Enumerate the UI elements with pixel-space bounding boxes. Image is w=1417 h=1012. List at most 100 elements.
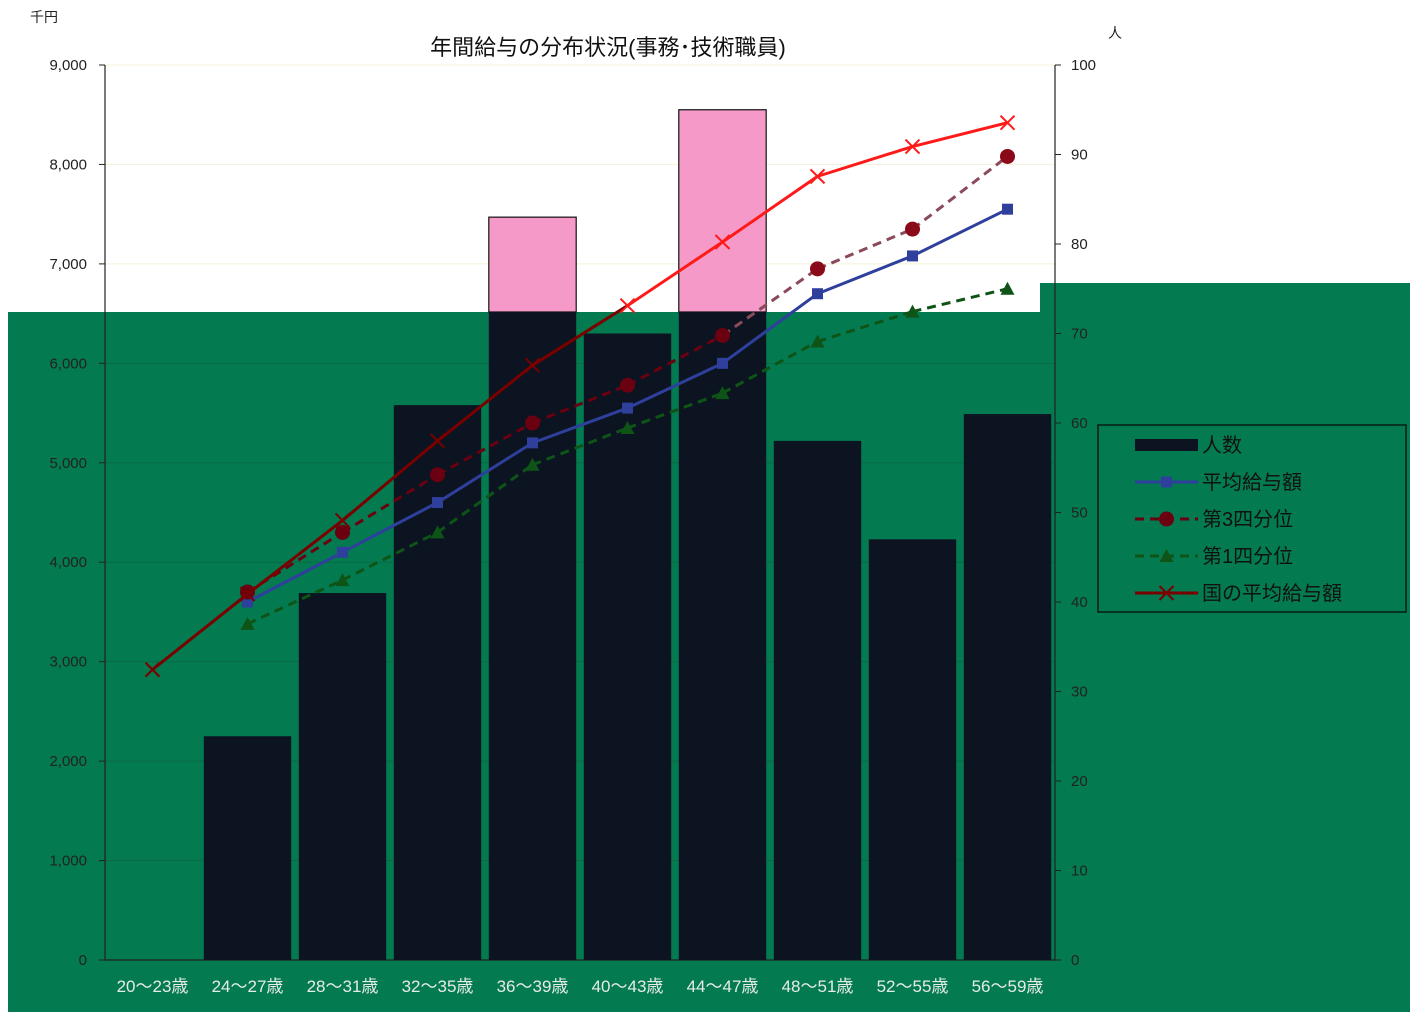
marker [242, 596, 253, 608]
legend-label: 国の平均給与額 [1202, 582, 1342, 605]
marker [715, 386, 730, 400]
x-tick-label: 28～31歳 [307, 977, 379, 996]
series-segment [626, 334, 724, 387]
series-segment [817, 145, 913, 178]
left-tick-label: 0 [79, 952, 87, 969]
bar-upper [678, 109, 767, 313]
x-tick-label: 36～39歳 [497, 977, 569, 996]
right-tick-label: 50 [1071, 505, 1088, 522]
marker [999, 114, 1016, 131]
series-segment [817, 310, 913, 343]
right-tick-label: 30 [1071, 684, 1088, 701]
marker [337, 546, 348, 558]
marker [714, 234, 731, 250]
lines [144, 114, 1016, 678]
right-tick-label: 40 [1071, 594, 1088, 611]
right-tick-label: 90 [1071, 147, 1088, 164]
marker [527, 437, 538, 449]
marker [240, 616, 255, 630]
bar-body [583, 333, 672, 960]
bar-body [868, 539, 957, 960]
bar [963, 414, 1052, 960]
series-segment [151, 592, 249, 671]
series-segment [816, 227, 914, 271]
left-tick-label: 3,000 [49, 654, 87, 671]
right-tick-label: 70 [1071, 326, 1088, 343]
bar [583, 333, 672, 960]
marker [905, 221, 920, 237]
x-tick-label: 20～23歳 [117, 977, 189, 996]
legend-label: 第3四分位 [1202, 508, 1293, 531]
left-tick-label: 4,000 [49, 554, 87, 571]
marker [620, 377, 635, 393]
bar [203, 736, 292, 960]
legend-item: 平均給与額 [1135, 471, 1302, 494]
series-segment [721, 267, 819, 337]
x-tick-label: 24～27歳 [212, 977, 284, 996]
x-axis-tick-labels: 20～23歳 24～27歳 28～31歳 32～35歳 36～39歳 40～43歳 44～4… [117, 977, 1044, 996]
marker [619, 297, 636, 314]
marker [1159, 549, 1174, 562]
series-segment [912, 121, 1008, 148]
right-axis-unit: 人 [1108, 25, 1122, 41]
marker [907, 250, 918, 262]
series-segment [341, 531, 439, 582]
series-segment [341, 439, 439, 522]
marker [525, 457, 540, 471]
x-tick-label: 40～43歳 [592, 977, 664, 996]
marker [429, 433, 446, 449]
series-segment [816, 254, 914, 296]
left-tick-label: 9,000 [49, 57, 87, 74]
bar [678, 109, 767, 960]
series-segment [531, 304, 629, 367]
x-tick-label: 44～47歳 [687, 977, 759, 996]
marker [525, 415, 540, 431]
left-axis-unit: 千円 [30, 9, 58, 25]
legend-item: 第3四分位 [1135, 508, 1293, 531]
series-segment [911, 155, 1009, 231]
x-tick-label: 52～55歳 [877, 977, 949, 996]
left-tick-label: 2,000 [49, 753, 87, 770]
right-tick-label: 20 [1071, 773, 1088, 790]
right-tick-label: 100 [1071, 57, 1096, 74]
left-tick-label: 6,000 [49, 355, 87, 372]
marker [1159, 511, 1174, 527]
bar-lower [488, 312, 577, 960]
marker [717, 357, 728, 369]
legend-label: 平均給与額 [1202, 471, 1302, 494]
right-tick-label: 0 [1071, 952, 1079, 969]
x-tick-label: 56～59歳 [972, 977, 1044, 996]
chart-title: 年間給与の分布状況(事務･技術職員) [430, 35, 786, 60]
bar [868, 539, 957, 960]
series-segment [531, 406, 629, 445]
legend-swatch [1135, 439, 1198, 451]
series-segment [246, 519, 344, 596]
bar-body [298, 593, 387, 960]
marker [812, 288, 823, 300]
marker [810, 334, 825, 348]
marker [620, 420, 635, 434]
right-tick-label: 80 [1071, 236, 1088, 253]
left-tick-label: 1,000 [49, 853, 87, 870]
marker [715, 327, 730, 343]
series-segment [912, 287, 1008, 314]
marker [1002, 203, 1013, 215]
legend-item: 第1四分位 [1135, 545, 1293, 568]
series-segment [626, 361, 724, 410]
marker [1000, 148, 1015, 164]
marker [810, 261, 825, 277]
legend-item: 人数 [1135, 434, 1242, 457]
series-segment [436, 463, 534, 534]
marker [1158, 585, 1175, 601]
marker [239, 586, 256, 602]
left-tick-label: 7,000 [49, 256, 87, 273]
series-segment [436, 364, 534, 443]
series-avg [242, 203, 1013, 608]
legend-item: 国の平均給与額 [1135, 582, 1342, 605]
series-national [144, 114, 1016, 678]
bar-body [393, 405, 482, 961]
series-segment [341, 473, 439, 534]
marker [144, 661, 161, 678]
legend-label: 人数 [1202, 434, 1242, 457]
